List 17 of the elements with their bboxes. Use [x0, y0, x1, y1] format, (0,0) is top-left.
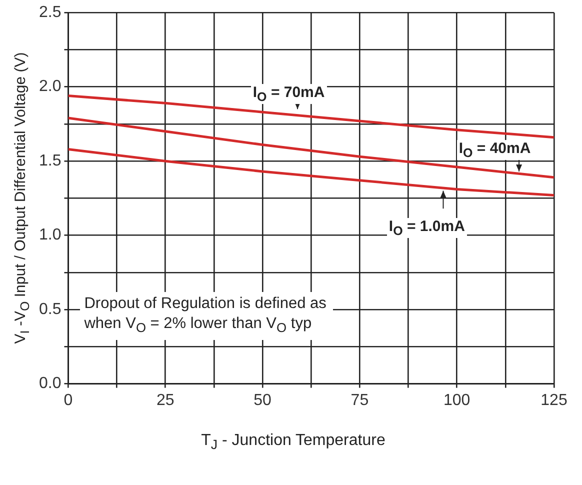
series-label: I$_{O}$ = 40mA — [456, 140, 533, 160]
x-tick-label: 0 — [64, 392, 73, 409]
y-tick-label: 0.0 — [38, 375, 62, 392]
y-tick-label: 1.5 — [38, 152, 62, 170]
x-tick-label: 75 — [350, 392, 369, 409]
x-tick-label: 100 — [443, 392, 470, 409]
series-label: I$_{O}$ = 1.0mA — [386, 218, 467, 238]
y-tick-label: 1.0 — [38, 226, 62, 244]
x-tick-label: 125 — [540, 392, 568, 409]
x-tick-label: 50 — [254, 392, 272, 409]
x-tick-label: 25 — [156, 392, 174, 409]
annotation: Dropout of Regulation is defined as when V$_{O}$ = 2% lower than V$_{O}$ typ — [80, 292, 334, 340]
series-label: I$_{O}$ = 70mA — [250, 84, 327, 104]
y-tick-label: 0.5 — [38, 300, 62, 318]
x-axis-title: T$_{J}$ - Junction Temperature — [201, 432, 386, 452]
y-tick-label: 2.5 — [38, 4, 62, 22]
y-tick-label: 2.0 — [38, 78, 62, 96]
